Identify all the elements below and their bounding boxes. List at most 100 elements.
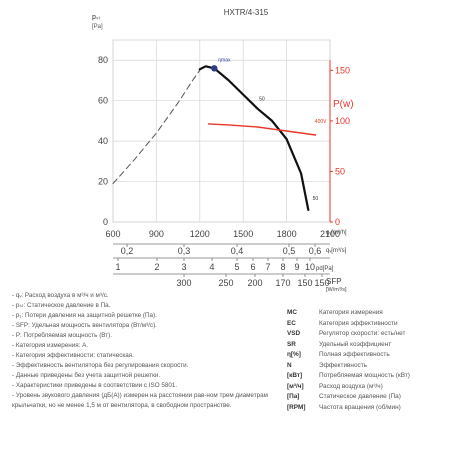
chart-axes [113,60,333,277]
legend-desc: Статическое давление (Па) [319,393,401,400]
y-right-tick-label: 100 [335,116,350,126]
y-left-label-main: pₛₜ [92,14,101,21]
legend-desc: Потребляемая мощность (кВт) [319,372,410,379]
scale-pd-tick-label: 9 [294,262,299,272]
fan-performance-chart: ηmax50400V50HXTR/4-315ppₛₜ[Pa]020406080P… [92,8,354,292]
legend-desc: Эффективность [319,361,367,369]
legend-row: EC Категория эффективности [287,319,447,330]
legend-row: η[%] Полная эффективность [287,350,447,361]
legend-abbr: [RPM] [287,403,306,411]
scale-m3s-tick-label: 0,2 [121,246,134,256]
chart-title: HXTR/4-315 [224,8,269,17]
x-tick-label: 600 [105,229,120,239]
x-axis-label: qᵥ[m³/h] [326,230,347,236]
scale-sfp-tick-label: 250 [218,278,233,288]
scale-sfp-label: SFP [326,277,342,286]
legend-abbr: η[%] [287,351,301,358]
legend-abbr: [кВт] [287,372,303,379]
note-item: - P: Потребляемая мощность (Вт). [12,332,113,339]
y-left-tick-label: 0 [103,217,108,227]
series-power [207,123,317,136]
legend-row: N Эффективность [287,361,447,372]
y-left-tick-label: 40 [98,136,108,146]
scale-pd-tick-label: 1 [115,262,120,272]
scale-pd-tick-label: 6 [250,262,255,272]
note-item: - Категория эффективности: статическая. [12,352,134,359]
y-left-tick-label: 20 [98,177,108,187]
y-left-tick-label: 60 [98,96,108,106]
scale-sfp-tick-label: 200 [247,278,262,288]
legend-abbr: [м³/ч] [287,382,304,390]
note-item: - Данные приведены без учета защитной ре… [12,372,161,379]
y-right-tick-label: 0 [335,217,340,227]
note-item: - pₛₜ: Статическое давление в Па. [12,302,111,309]
plot-frame [112,39,331,223]
legend-abbr: [Па] [287,393,300,400]
legend-abbr: MC [287,309,297,316]
legend-abbr: EC [287,319,296,327]
x-tick-label: 1200 [190,229,210,239]
abbreviation-legend: MC Категория измерения EC Категория эффект… [287,308,447,413]
scale-m3s-tick-label: 0,5 [283,246,296,256]
x-tick-label: 900 [149,229,164,239]
scale-pd-tick-label: 8 [280,262,285,272]
legend-desc: Удельный коэффициент [319,340,392,348]
x-tick-label: 2100 [320,229,340,239]
y-left-tick-label: 80 [98,55,108,65]
legend-row: [кВт] Потребляемая мощность (кВт) [287,371,447,382]
legend-row: [Па] Статическое давление (Па) [287,392,447,403]
x-tick-label: 1500 [233,229,253,239]
scale-pd-tick-label: 2 [154,262,159,272]
note-item: - Характеристики приведены в соответстви… [12,382,178,389]
annotation-end: 50 [313,196,319,202]
legend-row: SR Удельный коэффициент [287,340,447,351]
legend-row: VSD Регулятор скорости: есть/нет [287,329,447,340]
legend-row: MC Категория измерения [287,308,447,319]
scale-pd-tick-label: 5 [234,262,239,272]
chart-curves [112,65,317,211]
y-right-label: P(w) [333,99,354,110]
chart-labels: ηmax50400V50HXTR/4-315ppₛₜ[Pa]020406080P… [92,8,354,292]
scale-sfp-tick-label: 150 [314,278,329,288]
note-item: - Эффективность вентилятора без регулиро… [12,362,189,369]
legend-desc: Категория измерения [319,309,383,316]
max-efficiency-point [211,65,218,72]
annotation-power: 400V [315,119,327,125]
scale-sfp-tick-label: 300 [176,278,191,288]
scale-m3s-tick-label: 0,6 [309,246,322,256]
annotation-max: ηmax [218,57,231,63]
legend-desc: Частота вращения (об/мин) [319,403,401,411]
legend-row: [м³/ч] Расход воздуха (м³/ч) [287,382,447,393]
y-right-tick-label: 50 [335,166,345,176]
scale-pd-tick-label: 7 [265,262,270,272]
annotation-pressure: 50 [259,97,265,103]
notes-list: - qᵥ: Расход воздуха в м³/ч и м³/с. - pₛ… [12,291,280,411]
note-item: - SFP: Удельная мощность вентилятора (Вт… [12,322,157,329]
chart-grid [112,39,331,223]
scale-sfp-tick-label: 170 [275,278,290,288]
legend-abbr: SR [287,340,296,348]
scale-pd-tick-label: 3 [181,262,186,272]
scale-pd-label: pd[Pa] [316,266,334,272]
scale-pd-tick-label: 10 [305,262,315,272]
scale-m3s-label: qᵥ[m³/s] [326,248,347,254]
y-left-label: p [92,14,96,21]
legend-desc: Полная эффективность [319,351,390,358]
note-item: - qᵥ: Расход воздуха в м³/ч и м³/с. [12,292,109,299]
scale-sfp-tick-label: 150 [297,278,312,288]
legend-desc: Расход воздуха (м³/ч) [319,382,383,390]
legend-desc: Регулятор скорости: есть/нет [319,330,406,337]
note-item: - Категория измерения: А. [12,342,89,349]
note-item: - p₁: Потери давления на защитной решетк… [12,312,157,319]
scale-sfp-unit: [W/m³/s] [326,287,347,292]
scale-pd-tick-label: 4 [209,262,214,272]
x-tick-label: 1800 [277,229,297,239]
scale-m3s-tick-label: 0,4 [231,246,244,256]
y-left-unit: [Pa] [92,24,103,30]
legend-abbr: N [287,361,292,369]
series-pressure [198,65,310,211]
scale-m3s-tick-label: 0,3 [178,246,191,256]
y-right-tick-label: 150 [335,65,350,75]
series-pressure_dashed [112,69,201,185]
legend-abbr: VSD [287,330,301,337]
